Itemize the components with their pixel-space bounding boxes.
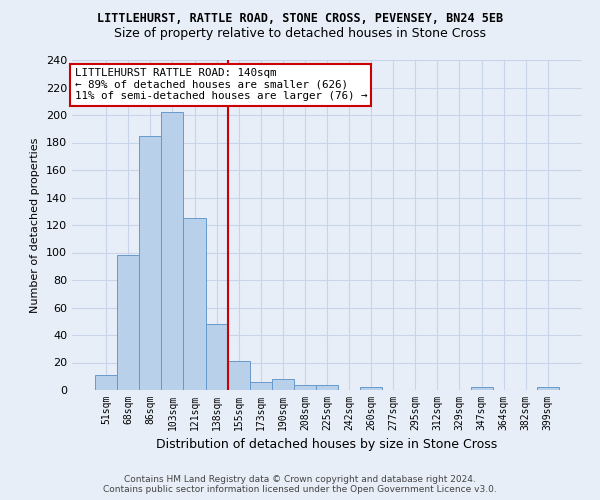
- Bar: [206, 324, 227, 390]
- Bar: [161, 112, 184, 390]
- Bar: [294, 384, 316, 390]
- Text: Size of property relative to detached houses in Stone Cross: Size of property relative to detached ho…: [114, 28, 486, 40]
- Bar: [95, 375, 117, 390]
- Bar: [250, 382, 272, 390]
- Bar: [537, 387, 559, 390]
- Text: LITTLEHURST RATTLE ROAD: 140sqm
← 89% of detached houses are smaller (626)
11% o: LITTLEHURST RATTLE ROAD: 140sqm ← 89% of…: [74, 68, 367, 102]
- Text: LITTLEHURST, RATTLE ROAD, STONE CROSS, PEVENSEY, BN24 5EB: LITTLEHURST, RATTLE ROAD, STONE CROSS, P…: [97, 12, 503, 26]
- Text: Contains HM Land Registry data © Crown copyright and database right 2024.
Contai: Contains HM Land Registry data © Crown c…: [103, 474, 497, 494]
- Bar: [360, 387, 382, 390]
- Bar: [316, 384, 338, 390]
- Bar: [184, 218, 206, 390]
- X-axis label: Distribution of detached houses by size in Stone Cross: Distribution of detached houses by size …: [157, 438, 497, 452]
- Y-axis label: Number of detached properties: Number of detached properties: [31, 138, 40, 312]
- Bar: [470, 387, 493, 390]
- Bar: [139, 136, 161, 390]
- Bar: [117, 255, 139, 390]
- Bar: [227, 361, 250, 390]
- Bar: [272, 379, 294, 390]
